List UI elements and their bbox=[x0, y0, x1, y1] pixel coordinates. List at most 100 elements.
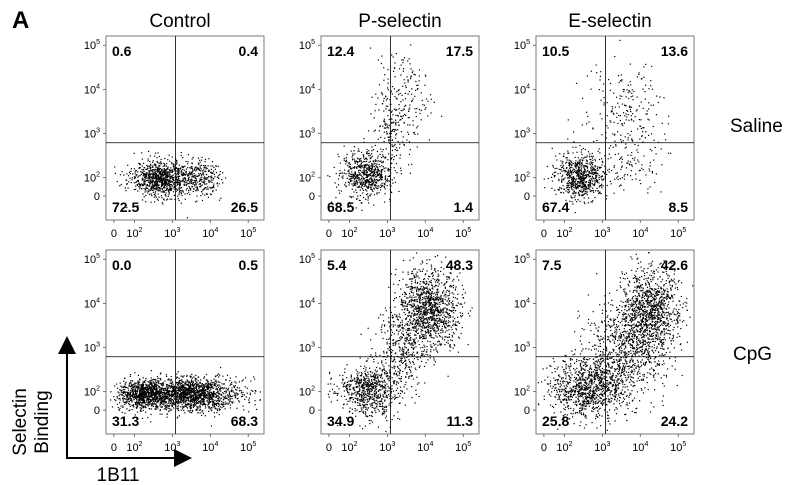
event-dots bbox=[110, 366, 261, 427]
scatter-plot-grid: 0.6 0.472.5 26.50 102 103 104 1051051041031020… bbox=[84, 35, 695, 454]
y-tick-label: 104 bbox=[514, 297, 530, 310]
quadrant-percent-lower-left: 72.5 bbox=[112, 199, 139, 215]
plot-frame bbox=[105, 249, 265, 435]
quadrant-percent-lower-right: 11.3 bbox=[447, 413, 474, 429]
y-tick-label: 103 bbox=[299, 342, 315, 355]
scatter-panel-saline-control: 0.6 0.4 72.5 26.5 0 102 103 104 105 105 104 103 102 0 bbox=[84, 35, 265, 240]
x-tick-label: 102 bbox=[341, 227, 357, 240]
y-tick-label: 104 bbox=[299, 83, 315, 96]
y-axis-label-line2: Binding bbox=[32, 390, 53, 453]
y-tick-label: 105 bbox=[299, 253, 315, 266]
quadrant-percent-upper-left: 0.0 bbox=[112, 257, 132, 273]
y-tick-label: 0 bbox=[524, 191, 530, 203]
event-dots bbox=[114, 150, 227, 219]
y-tick-label: 102 bbox=[514, 172, 530, 185]
y-tick-label: 103 bbox=[84, 128, 100, 141]
x-tick-label: 105 bbox=[670, 227, 686, 240]
x-tick-label: 105 bbox=[240, 227, 256, 240]
quadrant-percent-upper-right: 0.5 bbox=[239, 257, 259, 273]
column-title-p-selectin: P-selectin bbox=[358, 11, 441, 32]
y-tick-label: 0 bbox=[309, 405, 315, 417]
x-tick-label: 104 bbox=[632, 441, 648, 454]
x-tick-label: 102 bbox=[556, 441, 572, 454]
y-tick-label: 103 bbox=[514, 128, 530, 141]
y-tick-label: 104 bbox=[84, 297, 100, 310]
x-tick-label: 104 bbox=[202, 441, 218, 454]
quadrant-percent-lower-left: 34.9 bbox=[327, 413, 354, 429]
row-label-saline: Saline bbox=[730, 116, 783, 137]
x-tick-label: 0 bbox=[111, 442, 117, 454]
panel-label: A bbox=[12, 7, 29, 34]
quadrant-percent-upper-right: 17.5 bbox=[446, 43, 473, 59]
y-tick-label: 105 bbox=[514, 39, 530, 52]
x-tick-label: 105 bbox=[455, 227, 471, 240]
x-tick-label: 103 bbox=[379, 227, 395, 240]
x-axis-arrow-head bbox=[174, 449, 192, 467]
quadrant-percent-upper-right: 0.4 bbox=[239, 43, 259, 59]
y-tick-label: 0 bbox=[524, 405, 530, 417]
x-tick-label: 103 bbox=[594, 441, 610, 454]
quadrant-percent-lower-left: 67.4 bbox=[542, 199, 569, 215]
plot-frame bbox=[535, 249, 695, 435]
y-tick-label: 105 bbox=[84, 253, 100, 266]
event-dots bbox=[543, 39, 672, 214]
x-tick-label: 104 bbox=[417, 441, 433, 454]
quadrant-percent-upper-left: 7.5 bbox=[542, 257, 562, 273]
y-tick-label: 0 bbox=[309, 191, 315, 203]
x-tick-label: 102 bbox=[126, 441, 142, 454]
x-tick-label: 0 bbox=[326, 228, 332, 240]
x-axis-label: 1B11 bbox=[97, 465, 140, 485]
x-tick-label: 104 bbox=[632, 227, 648, 240]
column-title-control: Control bbox=[149, 11, 210, 32]
quadrant-percent-lower-right: 26.5 bbox=[231, 199, 258, 215]
quadrant-percent-upper-left: 5.4 bbox=[327, 257, 347, 273]
axis-legend: Selectin Binding 1B11 bbox=[10, 336, 192, 485]
row-label-cpg: CpG bbox=[733, 344, 772, 365]
y-tick-label: 104 bbox=[299, 297, 315, 310]
x-tick-label: 105 bbox=[670, 441, 686, 454]
quadrant-percent-lower-left: 31.3 bbox=[112, 413, 139, 429]
quadrant-percent-upper-right: 42.6 bbox=[661, 257, 688, 273]
x-tick-label: 102 bbox=[556, 227, 572, 240]
column-title-e-selectin: E-selectin bbox=[568, 11, 651, 32]
y-tick-label: 0 bbox=[94, 191, 100, 203]
y-tick-label: 102 bbox=[299, 172, 315, 185]
event-dots bbox=[537, 252, 694, 431]
quadrant-percent-upper-right: 13.6 bbox=[661, 43, 688, 59]
plot-frame bbox=[320, 249, 480, 435]
x-tick-label: 105 bbox=[240, 441, 256, 454]
y-tick-label: 103 bbox=[514, 342, 530, 355]
y-tick-label: 0 bbox=[94, 405, 100, 417]
event-dots bbox=[327, 252, 473, 433]
x-tick-label: 0 bbox=[541, 228, 547, 240]
plot-frame bbox=[535, 35, 695, 221]
y-axis-arrow-head bbox=[58, 336, 76, 354]
quadrant-percent-lower-right: 8.5 bbox=[669, 199, 689, 215]
x-tick-label: 103 bbox=[379, 441, 395, 454]
x-tick-label: 0 bbox=[111, 228, 117, 240]
x-tick-label: 102 bbox=[341, 441, 357, 454]
scatter-panel-saline-p-selectin: 12.4 17.5 68.5 1.4 0 102 103 104 105 105 104 103 102… bbox=[299, 35, 480, 240]
event-dots bbox=[327, 44, 443, 211]
quadrant-percent-lower-right: 68.3 bbox=[231, 413, 258, 429]
x-tick-label: 104 bbox=[417, 227, 433, 240]
quadrant-percent-upper-left: 12.4 bbox=[327, 43, 354, 59]
y-tick-label: 102 bbox=[84, 386, 100, 399]
plot-frame bbox=[320, 35, 480, 221]
y-tick-label: 103 bbox=[84, 342, 100, 355]
y-tick-label: 102 bbox=[84, 172, 100, 185]
scatter-panel-cpg-e-selectin: 7.5 42.6 25.8 24.2 0 102 103 104 105 105 104 103 102… bbox=[514, 249, 695, 454]
plot-frame bbox=[105, 35, 265, 221]
quadrant-percent-upper-right: 48.3 bbox=[446, 257, 473, 273]
y-tick-label: 105 bbox=[514, 253, 530, 266]
y-tick-label: 105 bbox=[299, 39, 315, 52]
y-tick-label: 104 bbox=[514, 83, 530, 96]
x-tick-label: 103 bbox=[594, 227, 610, 240]
quadrant-percent-lower-left: 68.5 bbox=[327, 199, 354, 215]
x-tick-label: 104 bbox=[202, 227, 218, 240]
y-axis-label-line1: Selectin bbox=[10, 388, 31, 456]
scatter-panel-cpg-p-selectin: 5.4 48.3 34.9 11.3 0 102 103 104 105 105 104 103 102… bbox=[299, 249, 480, 454]
x-tick-label: 102 bbox=[126, 227, 142, 240]
